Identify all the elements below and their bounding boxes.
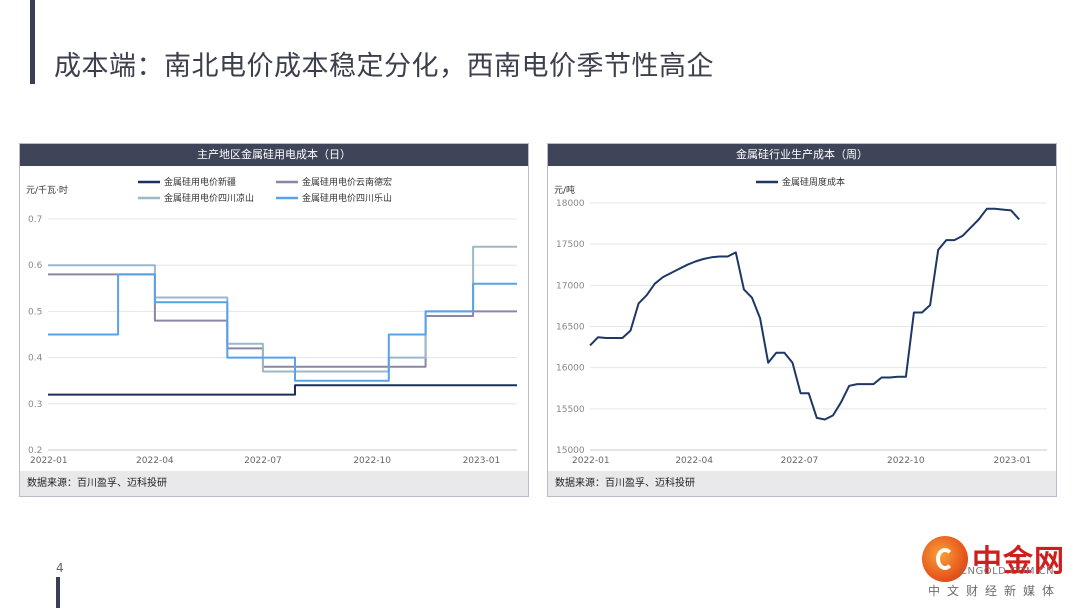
y-tick-label: 0.4: [28, 354, 43, 364]
y-tick-label: 0.5: [28, 307, 42, 317]
chart-title: 金属硅行业生产成本（周）: [548, 144, 1056, 166]
y-tick-label: 18000: [556, 199, 585, 209]
logo: 中金网 CNGOLD.COM.CN 中文财经新媒体: [908, 536, 1076, 606]
y-tick-label: 15500: [556, 405, 585, 415]
logo-icon: [922, 536, 968, 582]
y-tick-label: 0.2: [28, 446, 42, 456]
y-axis-label: 元/吨: [554, 184, 575, 196]
y-tick-label: 17500: [556, 240, 585, 250]
y-tick-label: 17000: [556, 281, 585, 291]
y-tick-label: 16000: [556, 364, 585, 374]
x-tick-label: 2022-07: [781, 456, 819, 466]
x-tick-label: 2022-04: [675, 456, 713, 466]
chart-title: 主产地区金属硅用电成本（日）: [20, 144, 528, 166]
x-tick-label: 2022-01: [572, 456, 610, 466]
chart-source: 数据来源：百川盈孚、迈科投研: [548, 471, 1056, 496]
x-tick-label: 2022-10: [353, 456, 391, 466]
bottom-accent-bar: [56, 577, 60, 608]
logo-subtitle: 中文财经新媒体: [928, 584, 1062, 598]
x-tick-label: 2022-07: [244, 456, 282, 466]
x-tick-label: 2023-01: [993, 456, 1031, 466]
series-line: [48, 384, 517, 396]
page-number: 4: [56, 561, 64, 575]
y-axis-label: 元/千瓦·时: [26, 184, 68, 196]
y-tick-label: 16500: [556, 323, 585, 333]
chart-panel-electricity: 主产地区金属硅用电成本（日） 元/千瓦·时 0.2 0.3 0.4 0.5 0.6 0.7 2…: [19, 143, 529, 497]
chart-electricity-cost: 元/千瓦·时 0.2 0.3 0.4 0.5 0.6 0.7 2022-01 2022-04 20…: [26, 176, 517, 466]
chart-production-cost: 元/吨 15000 15500 16000 16500 17000 17500 18000 20…: [554, 176, 1047, 466]
y-tick-label: 0.3: [28, 400, 42, 410]
y-tick-label: 0.7: [28, 215, 42, 225]
legend-label: 金属硅用电价云南德宏: [302, 176, 392, 188]
x-tick-label: 2022-04: [136, 456, 174, 466]
legend-label: 金属硅用电价新疆: [164, 176, 236, 188]
y-tick-label: 0.6: [28, 261, 43, 271]
title-accent-bar: [30, 0, 35, 84]
legend-label: 金属硅周度成本: [782, 176, 845, 188]
legend-label: 金属硅用电价四川乐山: [302, 192, 392, 204]
series-line: [48, 273, 517, 382]
y-tick-label: 15000: [556, 446, 585, 456]
logo-en: CNGOLD.COM.CN: [960, 566, 1055, 577]
series-line: [589, 207, 1020, 421]
chart-source: 数据来源：百川盈孚、迈科投研: [20, 471, 528, 496]
x-tick-label: 2022-01: [30, 456, 68, 466]
legend-label: 金属硅用电价四川凉山: [164, 192, 254, 204]
logo-cn: 中金网: [972, 544, 1065, 579]
page-title: 成本端：南北电价成本稳定分化，西南电价季节性高企: [54, 51, 714, 82]
x-tick-label: 2023-01: [463, 456, 501, 466]
chart-panel-production: 金属硅行业生产成本（周） 元/吨 15000 15500 16000 16500 1700…: [547, 143, 1057, 497]
x-tick-label: 2022-10: [887, 456, 925, 466]
